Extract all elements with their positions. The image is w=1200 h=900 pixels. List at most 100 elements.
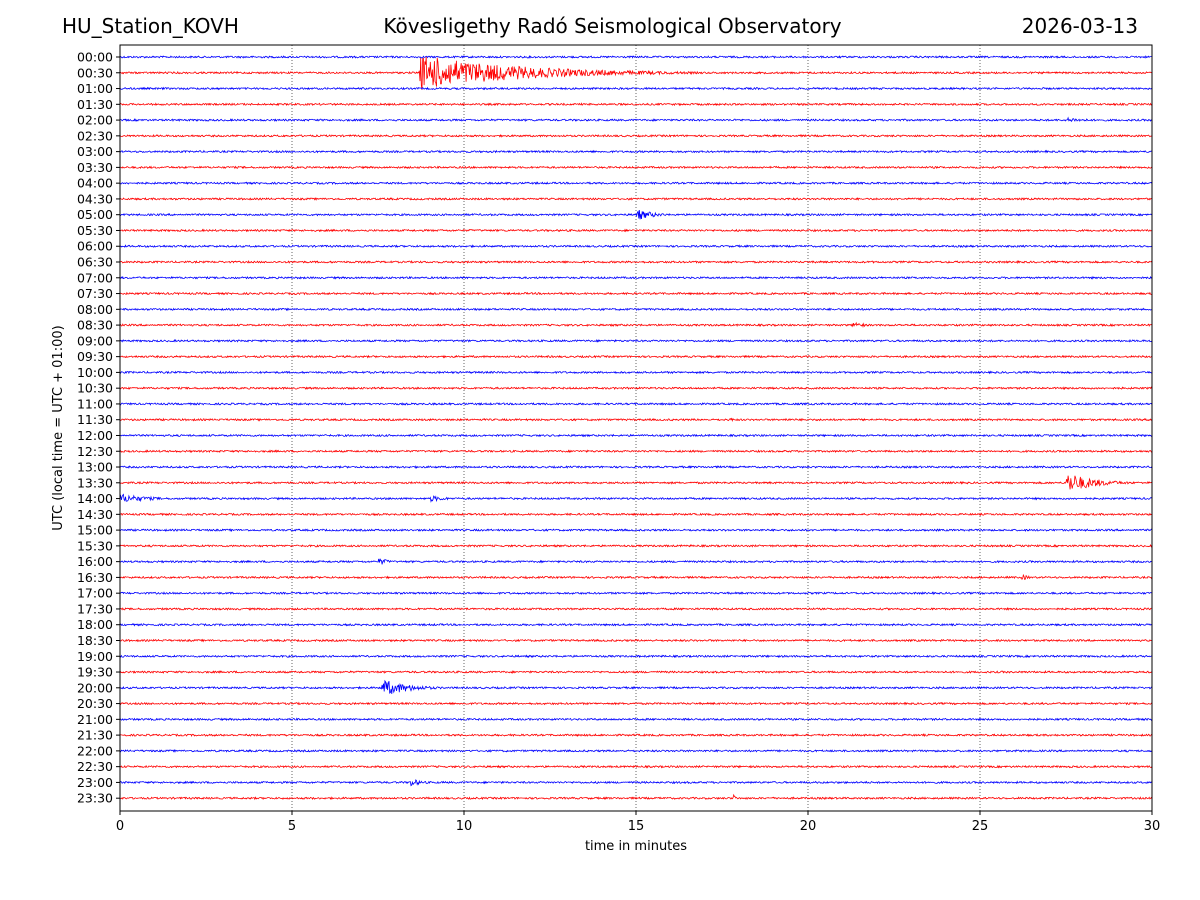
- y-tick-label: 09:30: [77, 349, 113, 364]
- trace-1430: [119, 512, 1153, 517]
- trace-1330: [120, 475, 1153, 490]
- trace-1230: [119, 449, 1153, 454]
- y-tick-label: 19:30: [77, 665, 113, 680]
- y-tick-label: 20:30: [77, 696, 113, 711]
- y-tick-label: 13:00: [77, 460, 113, 475]
- trace-1100: [119, 402, 1153, 406]
- trace-1830: [119, 638, 1153, 643]
- trace-0730: [119, 291, 1153, 296]
- trace-1700: [119, 591, 1153, 596]
- y-tick-label: 23:00: [77, 775, 113, 790]
- trace-0330: [119, 165, 1153, 170]
- y-tick-label: 04:30: [77, 191, 113, 206]
- trace-1900: [119, 654, 1153, 659]
- y-tick-label: 03:00: [77, 144, 113, 159]
- y-tick-label: 23:30: [77, 791, 113, 806]
- y-tick-label: 17:00: [77, 586, 113, 601]
- y-tick-label: 03:30: [77, 160, 113, 175]
- y-tick-label: 18:30: [77, 633, 113, 648]
- y-tick-label: 10:30: [77, 381, 113, 396]
- y-tick-label: 18:00: [77, 617, 113, 632]
- trace-2030: [119, 701, 1153, 706]
- y-tick-label: 19:00: [77, 649, 113, 664]
- y-tick-label: 22:30: [77, 759, 113, 774]
- y-axis-label: UTC (local time = UTC + 01:00): [51, 325, 66, 530]
- trace-1200: [119, 433, 1153, 438]
- trace-0430: [119, 197, 1153, 201]
- x-axis-label: time in minutes: [585, 839, 687, 854]
- trace-1730: [119, 607, 1153, 611]
- y-tick-label: 11:00: [77, 396, 113, 411]
- trace-2300: [119, 779, 1153, 787]
- trace-1300: [119, 465, 1153, 469]
- trace-1530: [119, 543, 1153, 548]
- y-tick-label: 01:30: [77, 97, 113, 112]
- x-tick-label: 15: [628, 819, 645, 834]
- y-tick-label: 14:30: [77, 507, 113, 522]
- x-tick-label: 20: [800, 819, 817, 834]
- trace-0030: [119, 56, 1153, 90]
- grid-lines: [291, 45, 981, 811]
- trace-1500: [119, 528, 1153, 533]
- trace-0230: [119, 133, 1153, 138]
- trace-2130: [119, 733, 1153, 738]
- x-axis: 0 5 10 15 20 25 30: [116, 811, 1160, 834]
- trace-0930: [119, 354, 1153, 359]
- trace-0130: [119, 102, 1153, 107]
- trace-0600: [119, 244, 1153, 249]
- y-tick-label: 02:00: [77, 113, 113, 128]
- trace-1000: [119, 370, 1153, 375]
- y-tick-label: 12:00: [77, 428, 113, 443]
- trace-0000: [119, 54, 1153, 59]
- trace-2200: [119, 748, 1153, 753]
- y-tick-label: 08:30: [77, 318, 113, 333]
- y-tick-label: 11:30: [77, 412, 113, 427]
- trace-2330: [119, 793, 1153, 801]
- trace-0300: [119, 149, 1153, 154]
- y-tick-label: 06:00: [77, 239, 113, 254]
- y-tick-label: 22:00: [77, 743, 113, 758]
- trace-0100: [119, 86, 1153, 91]
- trace-1600: [119, 558, 1153, 565]
- trace-0530: [119, 228, 1153, 233]
- y-tick-label: 10:00: [77, 365, 113, 380]
- y-tick-label: 12:30: [77, 444, 113, 459]
- trace-2000: [119, 679, 1153, 694]
- y-tick-label: 01:00: [77, 81, 113, 96]
- y-tick-label: 14:00: [77, 491, 113, 506]
- y-tick-label: 05:30: [77, 223, 113, 238]
- y-tick-label: 13:30: [77, 475, 113, 490]
- y-tick-label: 15:00: [77, 523, 113, 538]
- y-axis: 00:0000:3001:0001:3002:0002:3003:0003:30…: [77, 50, 120, 806]
- y-tick-label: 21:00: [77, 712, 113, 727]
- y-tick-label: 08:00: [77, 302, 113, 317]
- y-tick-label: 16:00: [77, 554, 113, 569]
- chart-date: 2026-03-13: [1021, 14, 1138, 38]
- trace-1400: [119, 493, 1153, 503]
- y-tick-label: 17:30: [77, 601, 113, 616]
- x-tick-label: 10: [456, 819, 473, 834]
- trace-0500: [119, 210, 1153, 220]
- y-tick-label: 09:00: [77, 333, 113, 348]
- y-tick-label: 04:00: [77, 176, 113, 191]
- trace-0830: [119, 321, 1153, 328]
- y-tick-label: 20:00: [77, 680, 113, 695]
- y-tick-label: 21:30: [77, 728, 113, 743]
- y-tick-label: 00:30: [77, 65, 113, 80]
- trace-1630: [119, 573, 1153, 581]
- trace-1800: [119, 622, 1153, 627]
- trace-1130: [119, 417, 1153, 422]
- trace-0200: [119, 116, 1153, 123]
- y-tick-label: 05:00: [77, 207, 113, 222]
- trace-2230: [119, 764, 1153, 769]
- y-tick-label: 07:30: [77, 286, 113, 301]
- seismic-traces: [119, 54, 1153, 801]
- trace-0900: [119, 338, 1153, 343]
- x-tick-label: 30: [1144, 819, 1161, 834]
- x-tick-label: 25: [972, 819, 989, 834]
- y-tick-label: 06:30: [77, 255, 113, 270]
- trace-0630: [119, 259, 1153, 265]
- station-name: HU_Station_KOVH: [62, 14, 239, 38]
- trace-0700: [119, 275, 1153, 280]
